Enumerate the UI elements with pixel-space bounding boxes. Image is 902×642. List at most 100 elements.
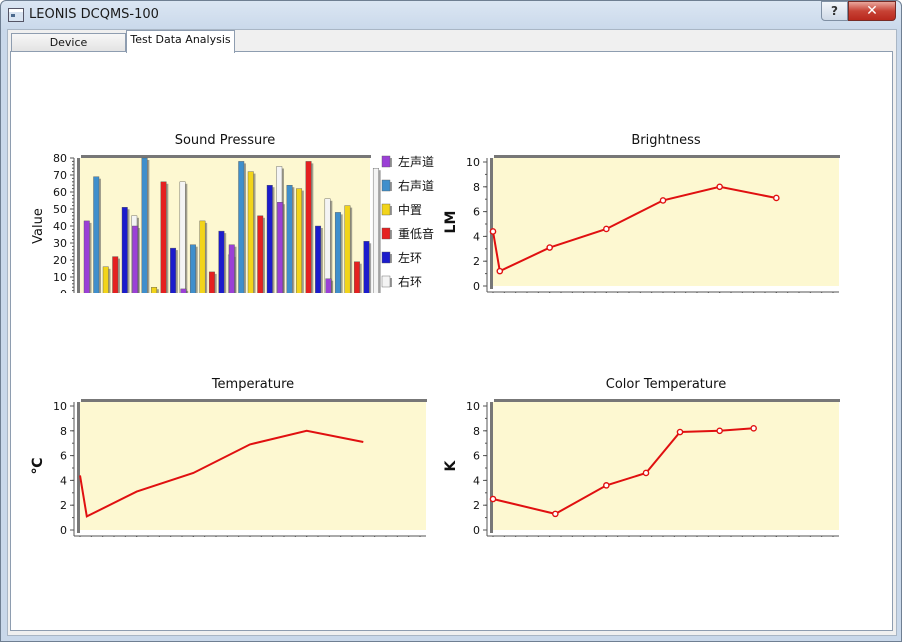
brightness-y-tick-label: 6 bbox=[473, 206, 480, 219]
sound-pressure-bar-shade bbox=[350, 207, 353, 293]
app-window-icon bbox=[8, 8, 24, 22]
color-temperature-top-shadow bbox=[494, 399, 840, 402]
sound-pressure-bar bbox=[238, 161, 245, 293]
sound-pressure-legend-label: 左环 bbox=[398, 250, 422, 265]
brightness-point bbox=[489, 228, 497, 235]
brightness-top-shadow bbox=[494, 155, 840, 158]
temperature-y-tick-label: 10 bbox=[53, 400, 67, 413]
sound-pressure-bar-shade bbox=[234, 246, 237, 293]
test-data-analysis-panel: Sound Pressure01020304050607080012345Cha… bbox=[10, 51, 893, 631]
temperature-title: Temperature bbox=[211, 377, 294, 392]
color-temperature-point bbox=[642, 469, 650, 477]
sound-pressure-bar bbox=[266, 184, 273, 293]
brightness-point bbox=[716, 183, 723, 191]
sound-pressure-legend-swatch-shade bbox=[390, 206, 392, 215]
temperature-y-tick-label: 0 bbox=[60, 524, 67, 537]
brightness-point bbox=[659, 197, 667, 204]
sound-pressure-bar-shade bbox=[205, 222, 208, 293]
color-temperature-point bbox=[552, 510, 559, 518]
sound-pressure-bar bbox=[372, 167, 379, 293]
color-temperature-point bbox=[750, 425, 757, 432]
brightness-point bbox=[773, 194, 780, 202]
sound-pressure-legend-swatch-shade bbox=[390, 182, 392, 191]
color-temperature-y-tick-label: 8 bbox=[473, 425, 480, 438]
sound-pressure-bar bbox=[296, 188, 303, 293]
sound-pressure-legend-label: 中置 bbox=[398, 202, 422, 217]
sound-pressure-bar bbox=[325, 278, 332, 293]
sound-pressure-bar-shade bbox=[378, 170, 381, 293]
color-temperature-y-tick-label: 2 bbox=[473, 499, 480, 512]
brightness-y-tick-label: 8 bbox=[473, 181, 480, 194]
sound-pressure-bar-shade bbox=[272, 187, 275, 293]
close-icon: ✕ bbox=[866, 3, 878, 19]
sound-pressure-bar bbox=[247, 171, 254, 293]
sound-pressure-bar-shade bbox=[330, 200, 333, 293]
sound-pressure-title: Sound Pressure bbox=[175, 133, 276, 148]
sound-pressure-bar-shade bbox=[214, 273, 217, 293]
brightness-y-tick-label: 0 bbox=[473, 280, 480, 293]
brightness-point bbox=[496, 267, 504, 275]
sound-pressure-bar bbox=[121, 207, 128, 293]
color-temperature-point bbox=[489, 495, 497, 503]
temperature-y-tick-label: 4 bbox=[60, 474, 67, 487]
sound-pressure-legend-swatch-shade bbox=[390, 278, 392, 287]
color-temperature-point bbox=[676, 428, 684, 436]
brightness-y-tick-label: 2 bbox=[473, 255, 480, 268]
color-temperature-point bbox=[716, 427, 723, 435]
sound-pressure-bar-shade bbox=[89, 222, 92, 293]
close-button[interactable]: ✕ bbox=[848, 1, 896, 21]
sound-pressure-bar bbox=[170, 247, 177, 293]
title-bar[interactable]: LEONIS DCQMS-100 ? ✕ bbox=[1, 1, 901, 29]
brightness-point bbox=[603, 225, 610, 233]
sound-pressure-legend-swatch bbox=[381, 155, 391, 168]
sound-pressure-bar-shade bbox=[166, 183, 169, 293]
sound-pressure-y-tick-label: 10 bbox=[53, 271, 67, 284]
temperature-y-tick-label: 6 bbox=[60, 450, 67, 463]
sound-pressure-bar-shade bbox=[186, 290, 189, 293]
color-temperature-y-tick-label: 0 bbox=[473, 524, 480, 537]
sound-pressure-bar bbox=[277, 201, 284, 293]
sound-pressure-bar bbox=[199, 220, 206, 293]
temperature-y-tick-label: 2 bbox=[60, 499, 67, 512]
sound-pressure-bar-shade bbox=[195, 246, 198, 293]
sound-pressure-bar bbox=[344, 205, 351, 293]
sound-pressure-bar bbox=[112, 256, 119, 293]
sound-pressure-bar-shade bbox=[340, 214, 343, 293]
sound-pressure-bar-shade bbox=[147, 160, 150, 293]
tab-device-management[interactable]: Device Management bbox=[11, 33, 126, 67]
color-temperature-chart: Color Temperature02468100123456TimeK bbox=[443, 377, 840, 537]
sound-pressure-legend-swatch-shade bbox=[390, 230, 392, 239]
sound-pressure-bar-shade bbox=[108, 268, 111, 293]
sound-pressure-legend-swatch bbox=[381, 203, 391, 216]
sound-pressure-y-tick-label: 30 bbox=[53, 237, 67, 250]
temperature-chart: Temperature02468100123456Time℃ bbox=[30, 377, 427, 537]
sound-pressure-bar-shade bbox=[320, 228, 323, 293]
sound-pressure-bar-shade bbox=[282, 204, 285, 293]
brightness-y-tick-label: 10 bbox=[466, 156, 480, 169]
sound-pressure-bar bbox=[179, 181, 186, 293]
temperature-top-shadow bbox=[81, 399, 427, 402]
sound-pressure-bar bbox=[305, 161, 312, 293]
color-temperature-title: Color Temperature bbox=[606, 377, 726, 392]
temperature-left-shadow bbox=[77, 402, 80, 533]
help-button[interactable]: ? bbox=[821, 1, 848, 21]
brightness-chart: Brightness02468100123456TimeLM bbox=[443, 133, 840, 293]
sound-pressure-y-axis-label: Value bbox=[31, 208, 46, 244]
sound-pressure-legend-swatch-shade bbox=[390, 254, 392, 263]
sound-pressure-bar-shade bbox=[137, 228, 140, 293]
sound-pressure-bar-shade bbox=[263, 217, 265, 293]
main-client-area: Device Management Test Data Analysis Sou… bbox=[7, 29, 897, 636]
sound-pressure-y-tick-label: 80 bbox=[53, 152, 67, 165]
sound-pressure-bar-shade bbox=[292, 187, 295, 293]
help-icon: ? bbox=[831, 4, 838, 18]
sound-pressure-bar-shade bbox=[253, 173, 256, 293]
sound-pressure-legend-swatch bbox=[381, 251, 391, 264]
sound-pressure-bar bbox=[180, 288, 187, 293]
sound-pressure-bar bbox=[160, 181, 167, 293]
brightness-plot-area bbox=[493, 158, 839, 286]
tab-test-data-analysis[interactable]: Test Data Analysis bbox=[126, 30, 235, 53]
sound-pressure-bar-shade bbox=[369, 243, 372, 293]
sound-pressure-y-tick-label: 70 bbox=[53, 169, 67, 182]
sound-pressure-legend-swatch bbox=[381, 227, 391, 240]
